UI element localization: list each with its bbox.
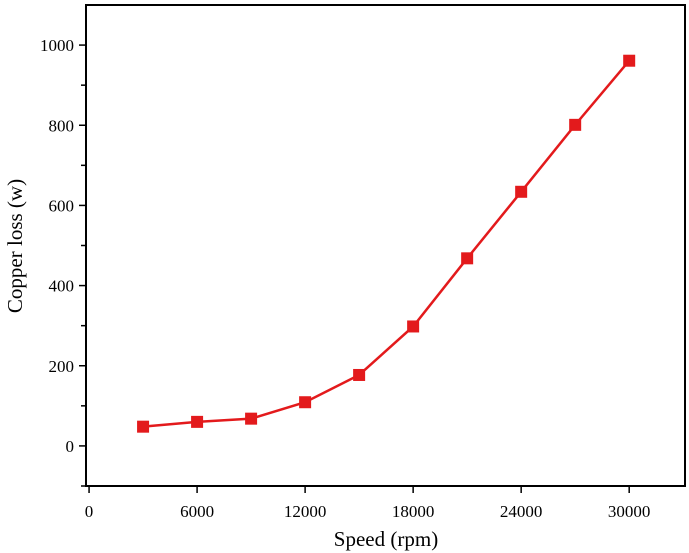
data-point xyxy=(407,320,420,333)
y-axis-title: Copper loss (w) xyxy=(3,179,27,313)
series-line xyxy=(142,59,631,428)
x-tick-label: 18000 xyxy=(392,502,435,521)
y-tick-label: 1000 xyxy=(40,36,74,55)
data-point xyxy=(461,252,474,265)
x-tick-label: 12000 xyxy=(284,502,327,521)
x-tick-label: 24000 xyxy=(500,502,543,521)
x-tick-label: 0 xyxy=(85,502,94,521)
y-tick-label: 0 xyxy=(66,437,75,456)
x-tick-label: 30000 xyxy=(608,502,651,521)
data-point xyxy=(515,185,528,198)
x-tick-label: 6000 xyxy=(180,502,214,521)
data-point xyxy=(245,412,258,425)
data-point xyxy=(353,368,366,381)
y-tick-label: 200 xyxy=(49,357,75,376)
y-tick-label: 400 xyxy=(49,277,75,296)
data-point xyxy=(137,420,150,433)
data-point xyxy=(623,54,636,67)
y-tick-label: 800 xyxy=(49,116,75,135)
data-point xyxy=(191,415,204,428)
data-point xyxy=(299,396,312,409)
y-tick-label: 600 xyxy=(49,196,75,215)
plot-frame xyxy=(85,4,686,487)
x-axis-title: Speed (rpm) xyxy=(334,527,438,551)
data-point xyxy=(569,118,582,131)
